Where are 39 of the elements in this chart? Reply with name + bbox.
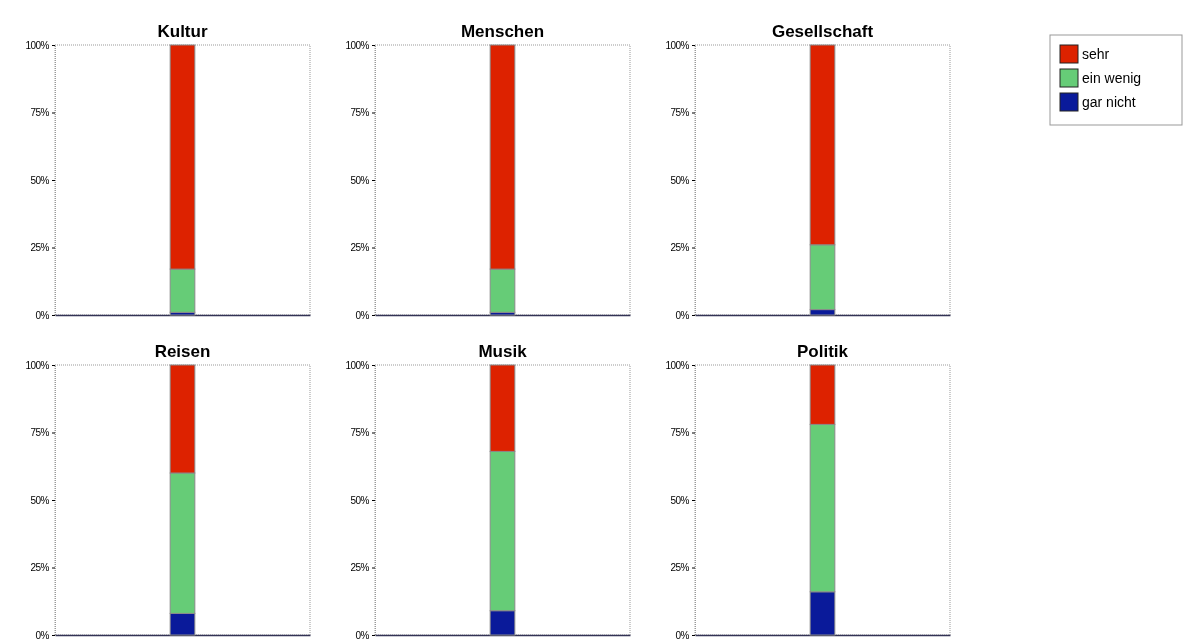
y-tick-label: 0% bbox=[35, 629, 50, 641]
y-tick-label: 0% bbox=[675, 309, 690, 321]
legend-label: gar nicht bbox=[1082, 94, 1136, 110]
y-tick-label: 50% bbox=[30, 174, 50, 186]
chart-title: Kultur bbox=[157, 22, 208, 41]
y-tick-label: 100% bbox=[345, 359, 370, 371]
chart-title: Menschen bbox=[460, 22, 545, 41]
y-tick-label: 25% bbox=[350, 562, 370, 574]
y-tick-label: 25% bbox=[30, 562, 50, 574]
y-tick-label: 25% bbox=[350, 242, 370, 254]
y-tick-label: 0% bbox=[355, 629, 370, 641]
y-tick-label: 25% bbox=[670, 562, 690, 574]
chart-title: Musik bbox=[478, 342, 528, 361]
y-tick-label: 75% bbox=[670, 427, 690, 439]
y-tick-label: 100% bbox=[665, 39, 690, 51]
y-tick-label: 75% bbox=[670, 107, 690, 119]
y-tick-label: 50% bbox=[30, 494, 50, 506]
y-tick-label: 0% bbox=[355, 309, 370, 321]
y-tick-label: 50% bbox=[350, 494, 370, 506]
y-tick-label: 50% bbox=[670, 494, 690, 506]
y-tick-label: 100% bbox=[345, 39, 370, 51]
chart-title: Politik bbox=[796, 342, 849, 361]
y-tick-label: 25% bbox=[30, 242, 50, 254]
chart-title: Reisen bbox=[154, 342, 211, 361]
y-tick-label: 75% bbox=[350, 107, 370, 119]
y-tick-label: 100% bbox=[665, 359, 690, 371]
y-tick-label: 50% bbox=[350, 174, 370, 186]
legend-label: sehr bbox=[1082, 46, 1110, 62]
y-tick-label: 75% bbox=[30, 107, 50, 119]
legend-label: ein wenig bbox=[1082, 70, 1142, 86]
y-tick-label: 75% bbox=[350, 427, 370, 439]
y-tick-label: 75% bbox=[30, 427, 50, 439]
y-tick-label: 0% bbox=[675, 629, 690, 641]
y-tick-label: 100% bbox=[25, 359, 50, 371]
y-tick-label: 25% bbox=[670, 242, 690, 254]
chart-title: Gesellschaft bbox=[771, 22, 874, 41]
y-tick-label: 50% bbox=[670, 174, 690, 186]
y-tick-label: 100% bbox=[25, 39, 50, 51]
y-tick-label: 0% bbox=[35, 309, 50, 321]
